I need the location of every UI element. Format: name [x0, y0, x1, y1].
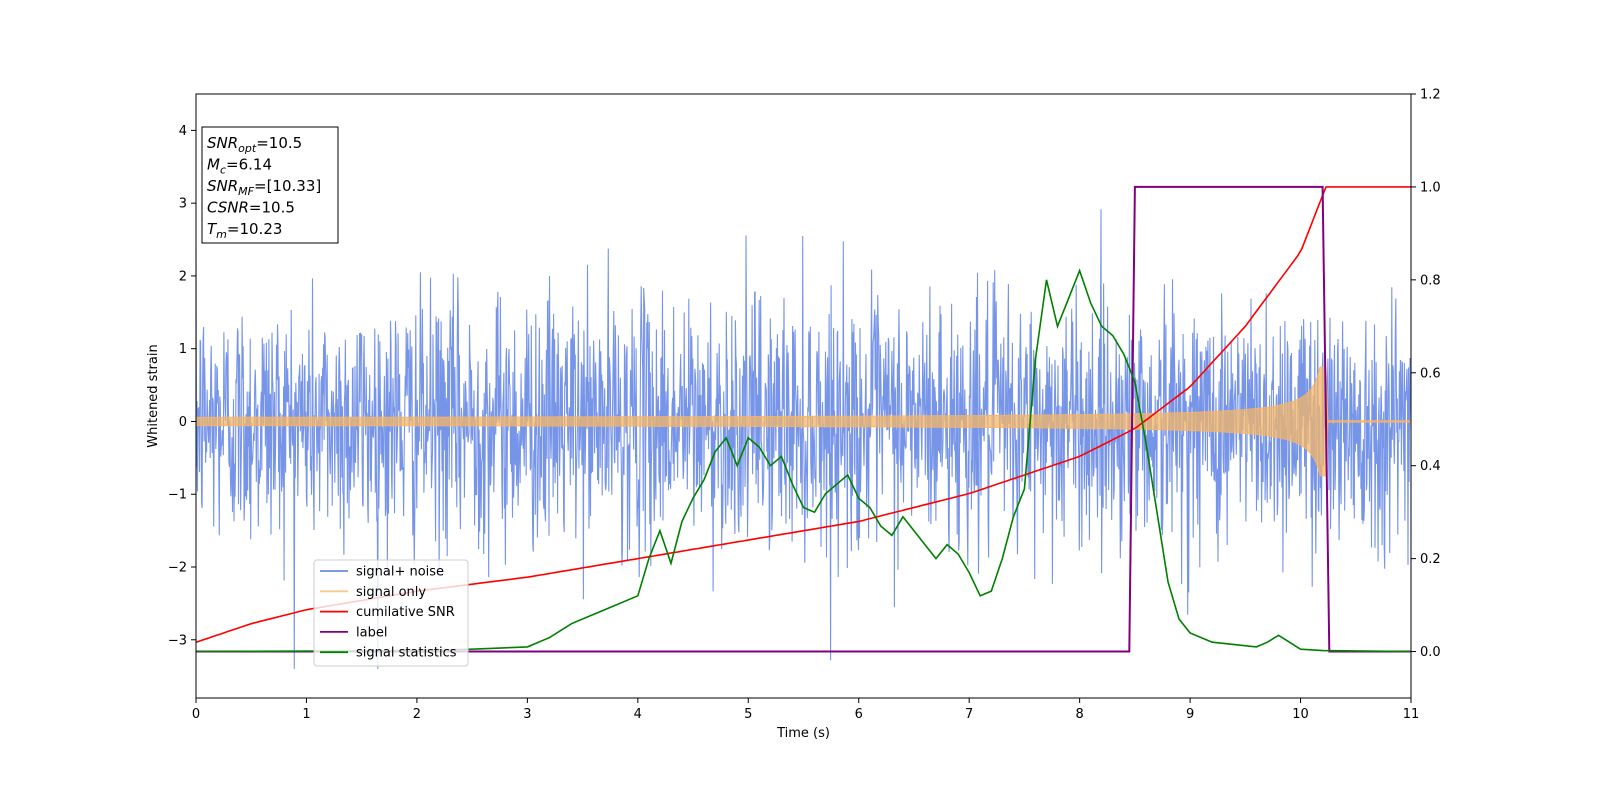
- series-signal-only: [196, 366, 1411, 477]
- legend: signal+ noise signal only cumilative SNR la…: [313, 559, 469, 667]
- annotation-line: Mc=6.14: [207, 156, 272, 177]
- annotation-box: SNRopt=10.5Mc=6.14SNRMF=[10.33]CSNR=10.5…: [201, 126, 339, 244]
- y-left-tick-label: 1: [179, 342, 187, 357]
- x-tick-label: 4: [634, 707, 642, 722]
- y-left-tick-label: −1: [168, 488, 187, 503]
- legend-entry: label: [356, 625, 387, 640]
- axes-frame: [195, 93, 1412, 699]
- y-left-tick-label: 4: [179, 124, 187, 139]
- annotation-line: SNRMF=[10.33]: [207, 177, 321, 198]
- legend-entry: cumilative SNR: [356, 605, 455, 620]
- x-tick-label: 6: [855, 707, 863, 722]
- y-axis-label: Whitened strain: [146, 344, 161, 447]
- x-tick-label: 7: [965, 707, 973, 722]
- legend-entry: signal only: [356, 585, 426, 600]
- y-right-tick-label: 0.4: [1420, 459, 1441, 474]
- y-right-tick-label: 1.2: [1420, 88, 1441, 103]
- annotation-line: CSNR=10.5: [207, 199, 295, 217]
- y-left-tick-label: 2: [179, 269, 187, 284]
- y-right-tick-label: 1.0: [1420, 180, 1441, 195]
- x-tick-label: 11: [1403, 707, 1420, 722]
- x-tick-label: 1: [302, 707, 310, 722]
- legend-entry: signal statistics: [356, 646, 457, 661]
- y-axis-left: −3 −2 −1 0 1 2 3 4: [168, 124, 196, 648]
- y-right-tick-label: 0.6: [1420, 366, 1441, 381]
- y-left-tick-label: 0: [179, 415, 187, 430]
- x-axis-label: Time (s): [776, 726, 830, 741]
- y-right-tick-label: 0.8: [1420, 273, 1441, 288]
- legend-entry: signal+ noise: [356, 565, 444, 580]
- x-tick-label: 0: [192, 707, 200, 722]
- series-signal-statistics: [196, 268, 1411, 653]
- x-tick-label: 10: [1292, 707, 1309, 722]
- y-left-tick-label: −3: [168, 633, 187, 648]
- x-axis: 0 1 2 3 4 5 6 7 8 9 10 11: [192, 698, 1419, 722]
- y-right-tick-label: 0.2: [1420, 552, 1441, 567]
- y-left-tick-label: −2: [168, 561, 187, 576]
- y-left-tick-label: 3: [179, 197, 187, 212]
- x-tick-label: 9: [1186, 707, 1194, 722]
- annotation-line: Tm=10.23: [207, 220, 282, 241]
- x-tick-label: 8: [1075, 707, 1083, 722]
- x-tick-label: 3: [523, 707, 531, 722]
- x-tick-label: 5: [744, 707, 752, 722]
- series-signal-noise: [196, 209, 1411, 669]
- annotation-frame: [201, 126, 339, 244]
- y-axis-right: 0.0 0.2 0.4 0.6 0.8 1.0 1.2: [1411, 88, 1441, 660]
- x-tick-label: 2: [413, 707, 421, 722]
- legend-frame: [313, 559, 469, 667]
- y-right-tick-label: 0.0: [1420, 645, 1441, 660]
- annotation-line: SNRopt=10.5: [207, 134, 302, 155]
